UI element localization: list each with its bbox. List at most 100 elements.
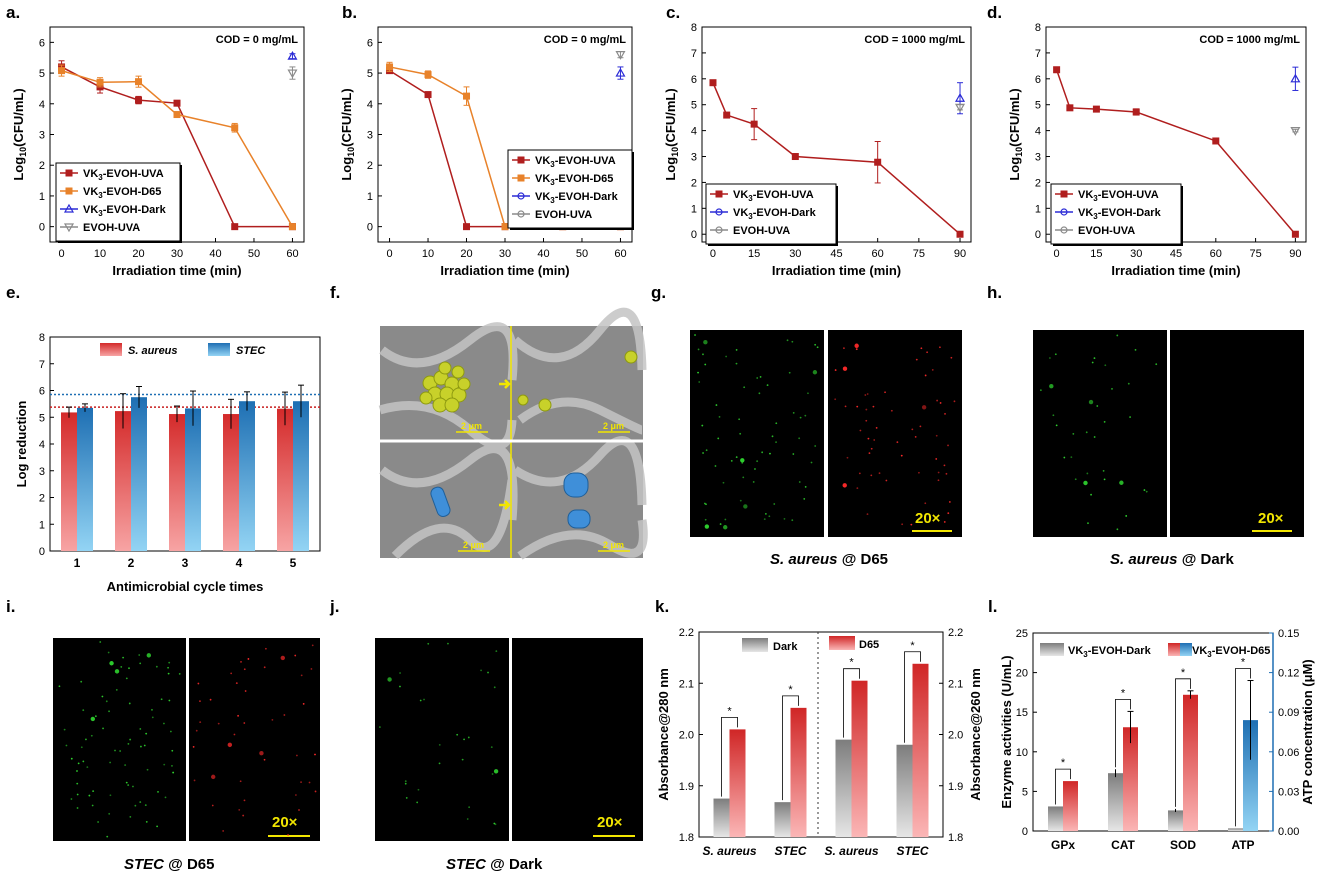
caption-species: STEC — [124, 856, 165, 873]
panel-label-k: k. — [655, 597, 669, 616]
fluorescent-cell — [1143, 489, 1146, 491]
legend-marker — [63, 223, 75, 233]
fluorescent-cell — [230, 672, 233, 675]
caption-h: S. aureus @ Dark — [1110, 551, 1235, 568]
fluorescent-cell — [896, 441, 899, 444]
fluorescent-cell — [739, 499, 742, 502]
fluorescent-cell — [873, 439, 876, 441]
x-tick-label: 10 — [94, 248, 106, 260]
fluorescent-cell — [155, 665, 158, 668]
caption-g: S. aureus @ D65 — [770, 551, 888, 568]
fluorescent-cell — [146, 768, 149, 771]
sem-arrow-bottom — [499, 500, 511, 510]
fluorescent-cell — [1091, 361, 1094, 364]
fluorescent-cell — [109, 661, 114, 666]
y-axis-label-left: Absorbance@280 nm — [656, 668, 671, 801]
x-axis-label: Irradiation time (min) — [112, 263, 241, 278]
fluorescent-cell — [950, 356, 953, 359]
legend-text-rest: -EVOH-UVA — [753, 189, 814, 201]
data-point — [723, 111, 731, 119]
fluorescence-panel-i: 20× STEC @ D65 — [53, 638, 320, 873]
data-point — [615, 51, 626, 60]
y-axis-label-right: Absorbance@260 nm — [968, 668, 983, 801]
y-tick-label: 7 — [691, 48, 697, 60]
legend-marker — [1060, 208, 1068, 216]
data-point — [173, 99, 181, 107]
fluorescent-cell — [167, 672, 170, 675]
x-tick-label: 90 — [954, 248, 966, 260]
y-tick-label: 2 — [39, 493, 45, 505]
fluorescent-cell — [419, 699, 422, 702]
fluorescent-cell — [495, 650, 498, 652]
fluorescent-cell — [138, 654, 141, 656]
significance-bracket — [1175, 678, 1191, 807]
cod-annotation: COD = 0 mg/mL — [544, 34, 626, 46]
data-point — [96, 78, 104, 86]
fluorescent-cell — [271, 718, 274, 721]
panel-label-d: d. — [987, 3, 1002, 22]
x-tick-label: 0 — [1054, 248, 1060, 260]
data-point — [954, 103, 966, 113]
fluorescent-cell — [151, 716, 154, 719]
fluorescent-cell — [884, 391, 886, 394]
fluorescent-cell — [209, 698, 212, 701]
fluorescent-cell — [918, 471, 920, 474]
data-point — [1132, 108, 1140, 116]
fluorescent-cell — [714, 465, 717, 467]
fluorescent-cell — [163, 763, 166, 766]
fluorescent-cell — [872, 405, 875, 408]
data-point — [956, 230, 964, 238]
magnification-label: 20× — [1258, 510, 1284, 527]
significance-star: * — [910, 640, 915, 652]
fluorescent-cell — [1096, 405, 1099, 407]
legend-subscript: 3 — [98, 191, 103, 200]
legend-text-rest: -EVOH-Dark — [103, 204, 167, 216]
fluorescent-cell — [88, 794, 91, 797]
fluorescent-cell — [865, 408, 868, 411]
x-tick-label: 20 — [132, 248, 144, 260]
fluorescent-cell — [107, 651, 110, 654]
x-tick-label: 1 — [74, 556, 81, 570]
legend-label-stec: STEC — [236, 345, 266, 357]
data-point — [386, 63, 394, 71]
caption-condition: @ D65 — [164, 856, 214, 873]
legend-subscript: 3 — [1083, 650, 1088, 659]
fluorescent-cell — [1155, 363, 1158, 366]
x-tick-label: SOD — [1170, 838, 1196, 852]
fluorescent-cell — [468, 806, 471, 809]
fluorescent-cell — [143, 744, 146, 747]
fluorescent-cell — [1083, 480, 1088, 486]
fluorescent-cell — [106, 835, 109, 838]
fluorescence-image-green — [690, 330, 824, 537]
fluorescent-cell — [109, 761, 112, 764]
fluorescent-cell — [1055, 424, 1058, 427]
fluorescent-cell — [944, 412, 946, 415]
x-tick-label: 2 — [128, 556, 135, 570]
y-tick-label-left: 1.8 — [679, 832, 694, 844]
x-tick-label: STEC — [774, 844, 806, 858]
fluorescent-cell — [735, 349, 738, 351]
fluorescent-cell — [405, 797, 408, 799]
panel-label-b: b. — [342, 3, 357, 22]
fluorescent-cell — [146, 653, 152, 658]
data-point — [750, 120, 758, 128]
legend-subscript: 3 — [1207, 650, 1212, 659]
fluorescent-cell — [1093, 357, 1096, 360]
y-tick-label-right: 0.09 — [1278, 707, 1299, 719]
bar-dark — [713, 798, 730, 837]
y-tick-label: 6 — [367, 37, 373, 49]
chart-e-log-reduction: 0 1 2 3 4 5 6 7 8 1 2 3 4 5 Antimicrobial cycle times L… — [14, 332, 321, 594]
fluorescent-cell — [233, 733, 236, 736]
fluorescent-cell — [858, 472, 861, 475]
fluorescent-cell — [447, 642, 449, 645]
series-line — [712, 82, 961, 235]
bar-dark — [1168, 810, 1183, 831]
fluorescent-cell — [167, 666, 169, 669]
caption-species: STEC — [446, 856, 487, 873]
legend-marker — [1060, 226, 1068, 234]
significance-bracket — [1235, 668, 1251, 827]
fluorescent-cell — [875, 426, 878, 429]
fluorescent-cell — [243, 722, 246, 724]
fluorescent-cell — [76, 793, 79, 796]
fluorescent-cell — [943, 464, 946, 467]
